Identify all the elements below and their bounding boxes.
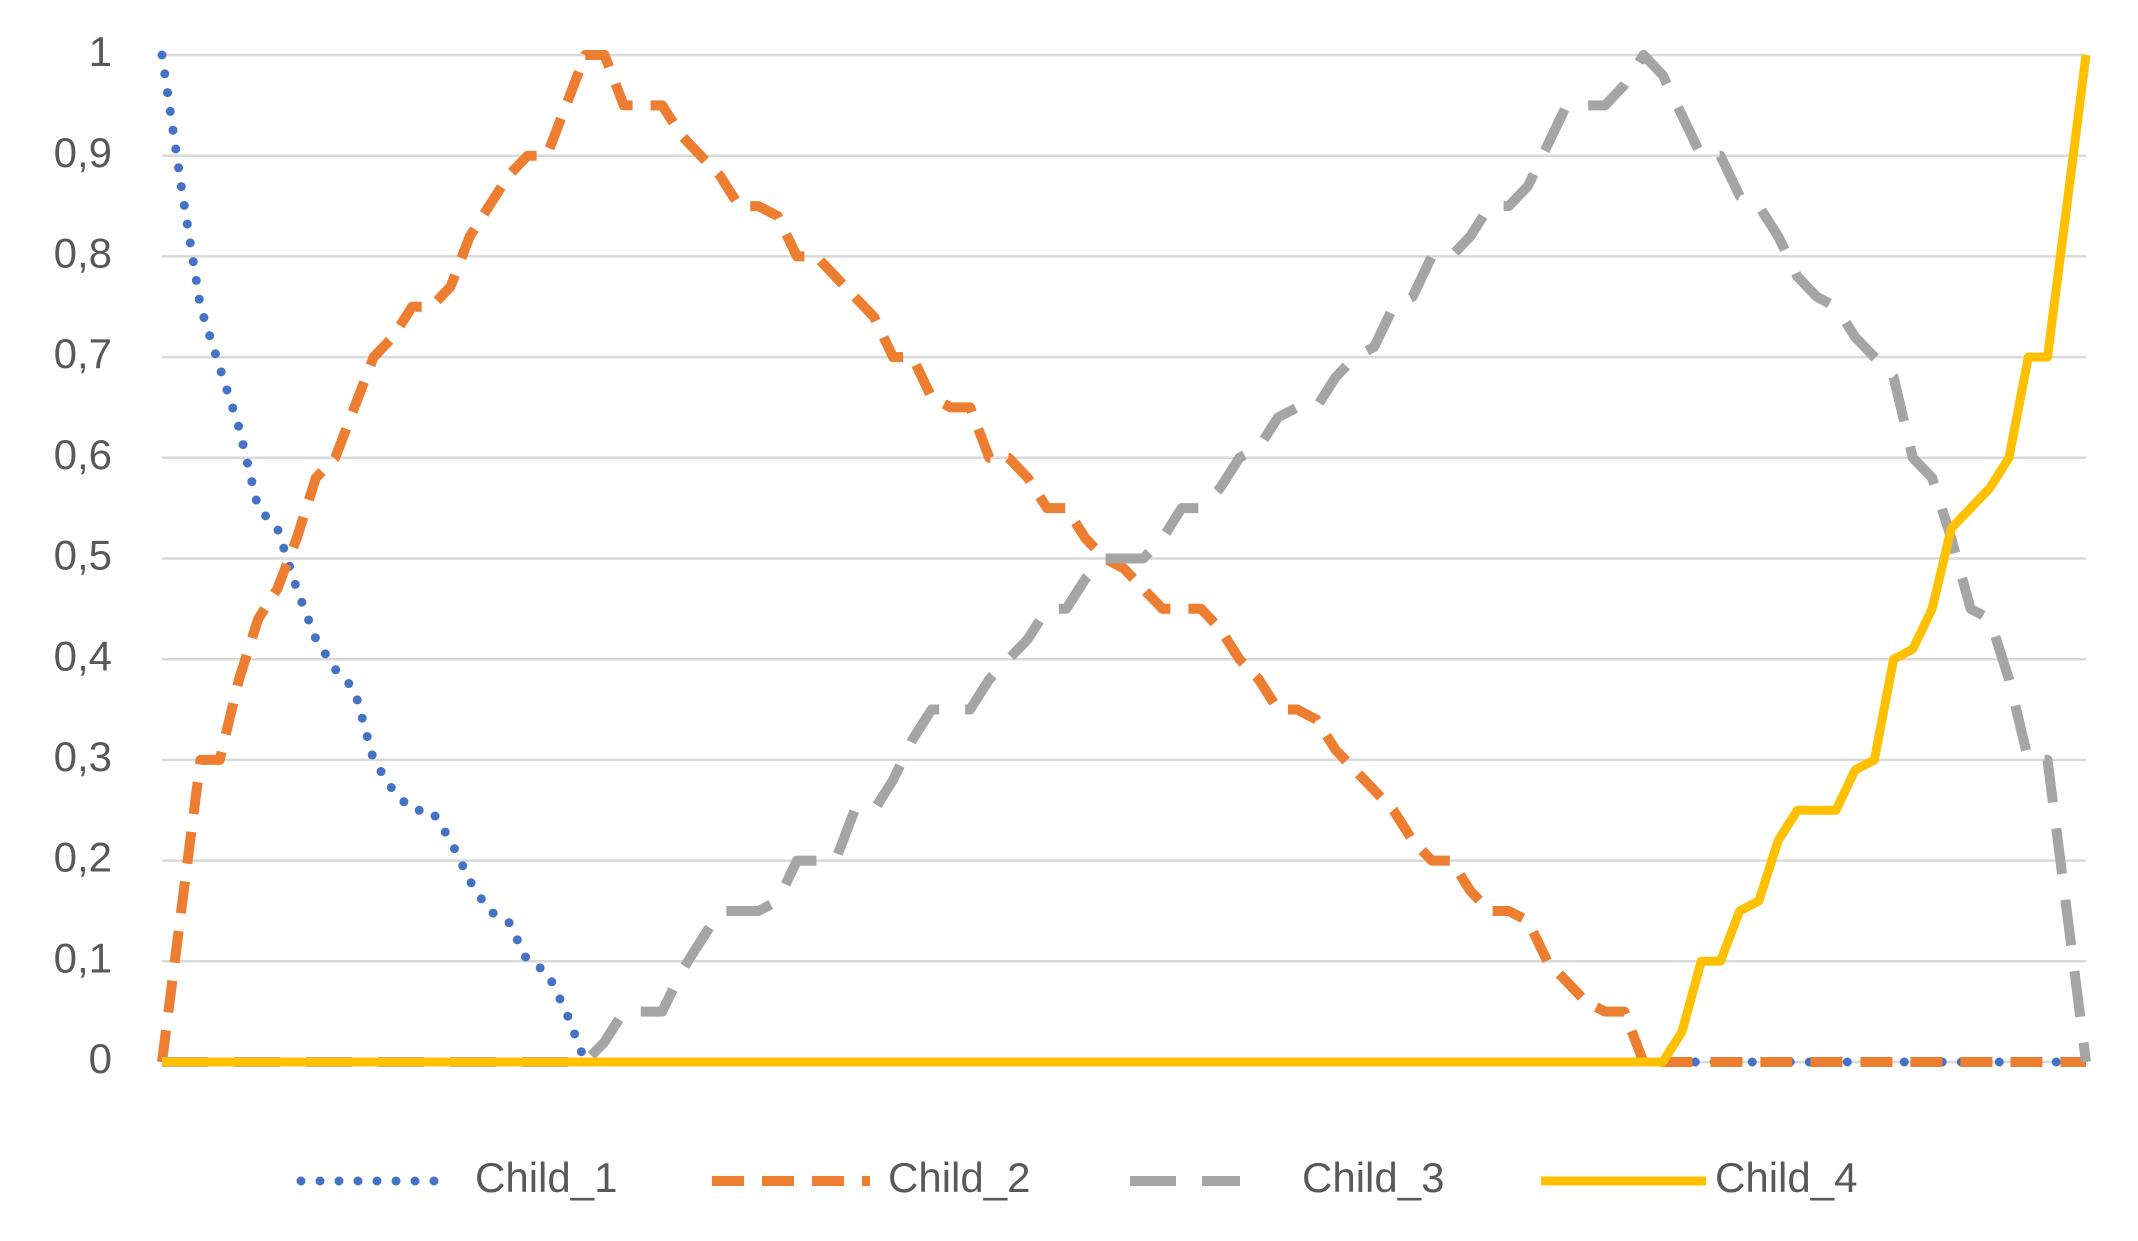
legend-label: Child_2 [888,1154,1030,1201]
y-tick-label: 0,1 [54,934,112,981]
legend-label: Child_4 [1715,1154,1857,1201]
series-line [162,54,2091,1067]
legend-label: Child_1 [475,1154,617,1201]
series-line [157,50,2086,1067]
y-tick-label: 0,6 [54,431,112,478]
y-tick-label: 0,7 [54,330,112,377]
y-tick-label: 0,5 [54,532,112,579]
legend-label: Child_3 [1302,1154,1444,1201]
y-tick-label: 1 [89,28,112,75]
y-tick-label: 0 [89,1035,112,1082]
y-tick-label: 0,2 [54,834,112,881]
y-tick-label: 0,9 [54,129,112,176]
y-tick-label: 0,4 [54,632,112,679]
y-tick-label: 0,8 [54,229,112,276]
y-tick-label: 0,3 [54,733,112,780]
